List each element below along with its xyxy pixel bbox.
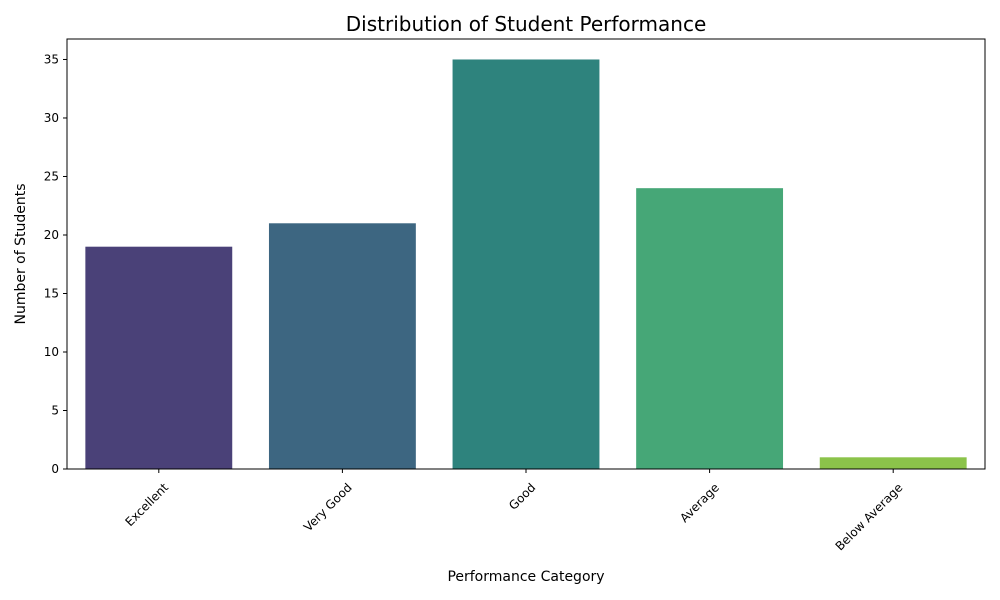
x-tick-label: Below Average bbox=[833, 480, 906, 553]
y-tick-label: 0 bbox=[51, 462, 59, 476]
bars-group bbox=[85, 59, 967, 469]
y-axis: 0 5 10 15 20 25 30 35 bbox=[44, 52, 67, 476]
y-tick-label: 20 bbox=[44, 228, 59, 242]
bar-below-average bbox=[819, 457, 967, 469]
bar-very-good bbox=[268, 223, 416, 469]
x-axis-label: Performance Category bbox=[447, 569, 604, 585]
x-axis: Excellent Very Good Good Average Below Avera… bbox=[122, 469, 906, 553]
bar-excellent bbox=[85, 246, 233, 469]
y-tick-label: 10 bbox=[44, 345, 59, 359]
x-tick-label: Excellent bbox=[122, 480, 171, 529]
chart-title: Distribution of Student Performance bbox=[346, 12, 707, 36]
y-tick-label: 15 bbox=[44, 286, 59, 300]
y-tick-label: 30 bbox=[44, 111, 59, 125]
bar-average bbox=[636, 188, 784, 469]
y-tick-label: 35 bbox=[44, 52, 59, 66]
y-tick-label: 25 bbox=[44, 169, 59, 183]
y-tick-label: 5 bbox=[51, 403, 59, 417]
x-tick-label: Very Good bbox=[301, 480, 355, 534]
y-axis-label: Number of Students bbox=[13, 183, 29, 324]
bar-good bbox=[452, 59, 600, 469]
x-tick-label: Average bbox=[677, 480, 722, 525]
x-tick-label: Good bbox=[506, 480, 538, 512]
